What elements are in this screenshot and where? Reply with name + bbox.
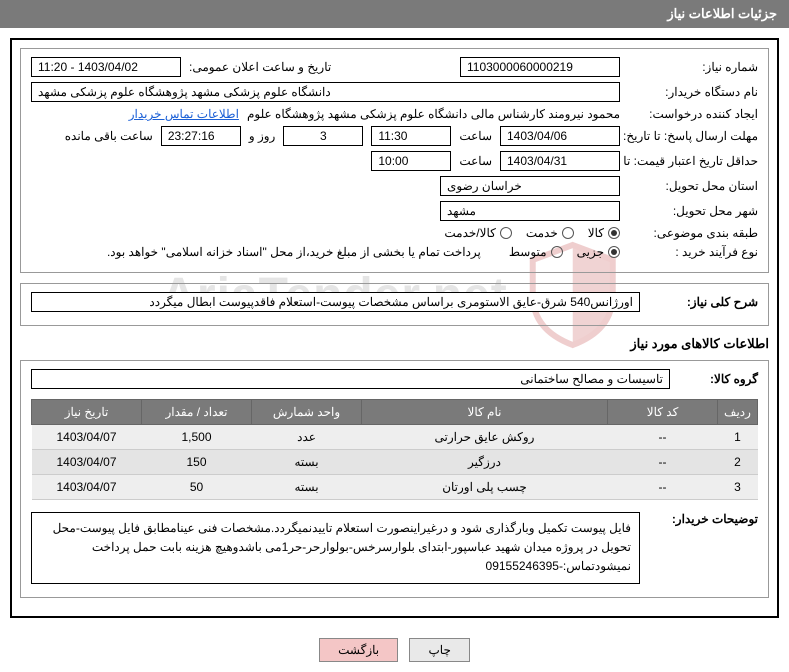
radio-goods-label: کالا: [588, 226, 604, 240]
goods-fieldset: گروه کالا: تاسیسات و مصالح ساختمانی ردیف…: [20, 360, 769, 598]
table-cell: بسته: [252, 450, 362, 475]
category-label: طبقه بندی موضوعی:: [628, 226, 758, 240]
goods-group-label: گروه کالا:: [678, 372, 758, 386]
info-fieldset: شماره نیاز: 1103000060000219 تاریخ و ساع…: [20, 48, 769, 273]
table-header: ردیف: [718, 400, 758, 425]
radio-goods-service[interactable]: [500, 227, 512, 239]
table-cell: بسته: [252, 475, 362, 500]
process-label: نوع فرآیند خرید :: [628, 245, 758, 259]
table-cell: 3: [718, 475, 758, 500]
footer-buttons: چاپ بازگشت: [0, 628, 789, 672]
buyer-notes-value: فایل پیوست تکمیل وبارگذاری شود و درغیرای…: [31, 512, 640, 584]
delivery-city-label: شهر محل تحویل:: [628, 204, 758, 218]
goods-group-value: تاسیسات و مصالح ساختمانی: [31, 369, 670, 389]
requester-value: محمود نیرومند کارشناس مالی دانشگاه علوم …: [247, 107, 620, 121]
buyer-notes-label: توضیحات خریدار:: [648, 512, 758, 526]
process-radio-group: جزیی متوسط: [509, 245, 620, 259]
requester-label: ایجاد کننده درخواست:: [628, 107, 758, 121]
table-cell: روکش عایق حرارتی: [362, 425, 608, 450]
time-remain-word: ساعت باقی مانده: [65, 129, 153, 143]
table-cell: 1: [718, 425, 758, 450]
table-row: 1--روکش عایق حرارتیعدد1,5001403/04/07: [32, 425, 758, 450]
table-cell: --: [608, 425, 718, 450]
total-desc-label: شرح کلی نیاز:: [648, 295, 758, 309]
buyer-contact-link[interactable]: اطلاعات تماس خریدار: [129, 107, 239, 121]
table-cell: 150: [142, 450, 252, 475]
main-frame: AriaTender.net شماره نیاز: 1103000060000…: [10, 38, 779, 618]
table-cell: 1403/04/07: [32, 425, 142, 450]
days-remain-word: روز و: [249, 129, 276, 143]
price-valid-label: حداقل تاریخ اعتبار قیمت: تا تاریخ:: [628, 154, 758, 168]
radio-service-label: خدمت: [526, 226, 558, 240]
delivery-province-label: استان محل تحویل:: [628, 179, 758, 193]
reply-time-value: 11:30: [371, 126, 451, 146]
back-button[interactable]: بازگشت: [319, 638, 398, 662]
table-row: 3--چسب پلی اورتانبسته501403/04/07: [32, 475, 758, 500]
category-radio-group: کالا خدمت کالا/خدمت: [444, 226, 620, 240]
time-label-2: ساعت: [459, 154, 492, 168]
radio-service[interactable]: [562, 227, 574, 239]
need-no-value: 1103000060000219: [460, 57, 620, 77]
radio-goods-service-label: کالا/خدمت: [444, 226, 495, 240]
radio-medium-label: متوسط: [509, 245, 547, 259]
table-header: کد کالا: [608, 400, 718, 425]
table-cell: --: [608, 450, 718, 475]
total-desc-value: اورژانس540 شرق-عایق الاستومری براساس مشخ…: [31, 292, 640, 312]
ann-dt-value: 1403/04/02 - 11:20: [31, 57, 181, 77]
page-title: جزئیات اطلاعات نیاز: [0, 0, 789, 28]
reply-deadline-label: مهلت ارسال پاسخ: تا تاریخ:: [628, 129, 758, 143]
goods-table: ردیفکد کالانام کالاواحد شمارشتعداد / مقد…: [31, 399, 758, 500]
print-button[interactable]: چاپ: [409, 638, 469, 662]
table-header: تعداد / مقدار: [142, 400, 252, 425]
price-valid-time: 10:00: [371, 151, 451, 171]
goods-section-title: اطلاعات کالاهای مورد نیاز: [20, 336, 769, 352]
radio-minor[interactable]: [608, 246, 620, 258]
radio-goods[interactable]: [608, 227, 620, 239]
radio-minor-label: جزیی: [577, 245, 604, 259]
table-header: واحد شمارش: [252, 400, 362, 425]
total-desc-fieldset: شرح کلی نیاز: اورژانس540 شرق-عایق الاستو…: [20, 283, 769, 326]
table-cell: درزگیر: [362, 450, 608, 475]
table-cell: 1403/04/07: [32, 475, 142, 500]
table-header: تاریخ نیاز: [32, 400, 142, 425]
radio-medium[interactable]: [551, 246, 563, 258]
delivery-city-value: مشهد: [440, 201, 620, 221]
process-note: پرداخت تمام یا بخشی از مبلغ خرید،از محل …: [107, 245, 481, 259]
table-cell: --: [608, 475, 718, 500]
need-no-label: شماره نیاز:: [628, 60, 758, 74]
days-remain-value: 3: [283, 126, 363, 146]
ann-dt-label: تاریخ و ساعت اعلان عمومی:: [189, 60, 331, 74]
reply-date-value: 1403/04/06: [500, 126, 620, 146]
table-cell: عدد: [252, 425, 362, 450]
time-label-1: ساعت: [459, 129, 492, 143]
table-cell: 2: [718, 450, 758, 475]
delivery-province-value: خراسان رضوی: [440, 176, 620, 196]
table-row: 2--درزگیربسته1501403/04/07: [32, 450, 758, 475]
buyer-org-value: دانشگاه علوم پزشکی مشهد پژوهشگاه علوم پز…: [31, 82, 620, 102]
table-cell: 1403/04/07: [32, 450, 142, 475]
table-cell: 50: [142, 475, 252, 500]
table-header: نام کالا: [362, 400, 608, 425]
time-remain-value: 23:27:16: [161, 126, 241, 146]
table-cell: چسب پلی اورتان: [362, 475, 608, 500]
price-valid-date: 1403/04/31: [500, 151, 620, 171]
table-cell: 1,500: [142, 425, 252, 450]
buyer-org-label: نام دستگاه خریدار:: [628, 85, 758, 99]
